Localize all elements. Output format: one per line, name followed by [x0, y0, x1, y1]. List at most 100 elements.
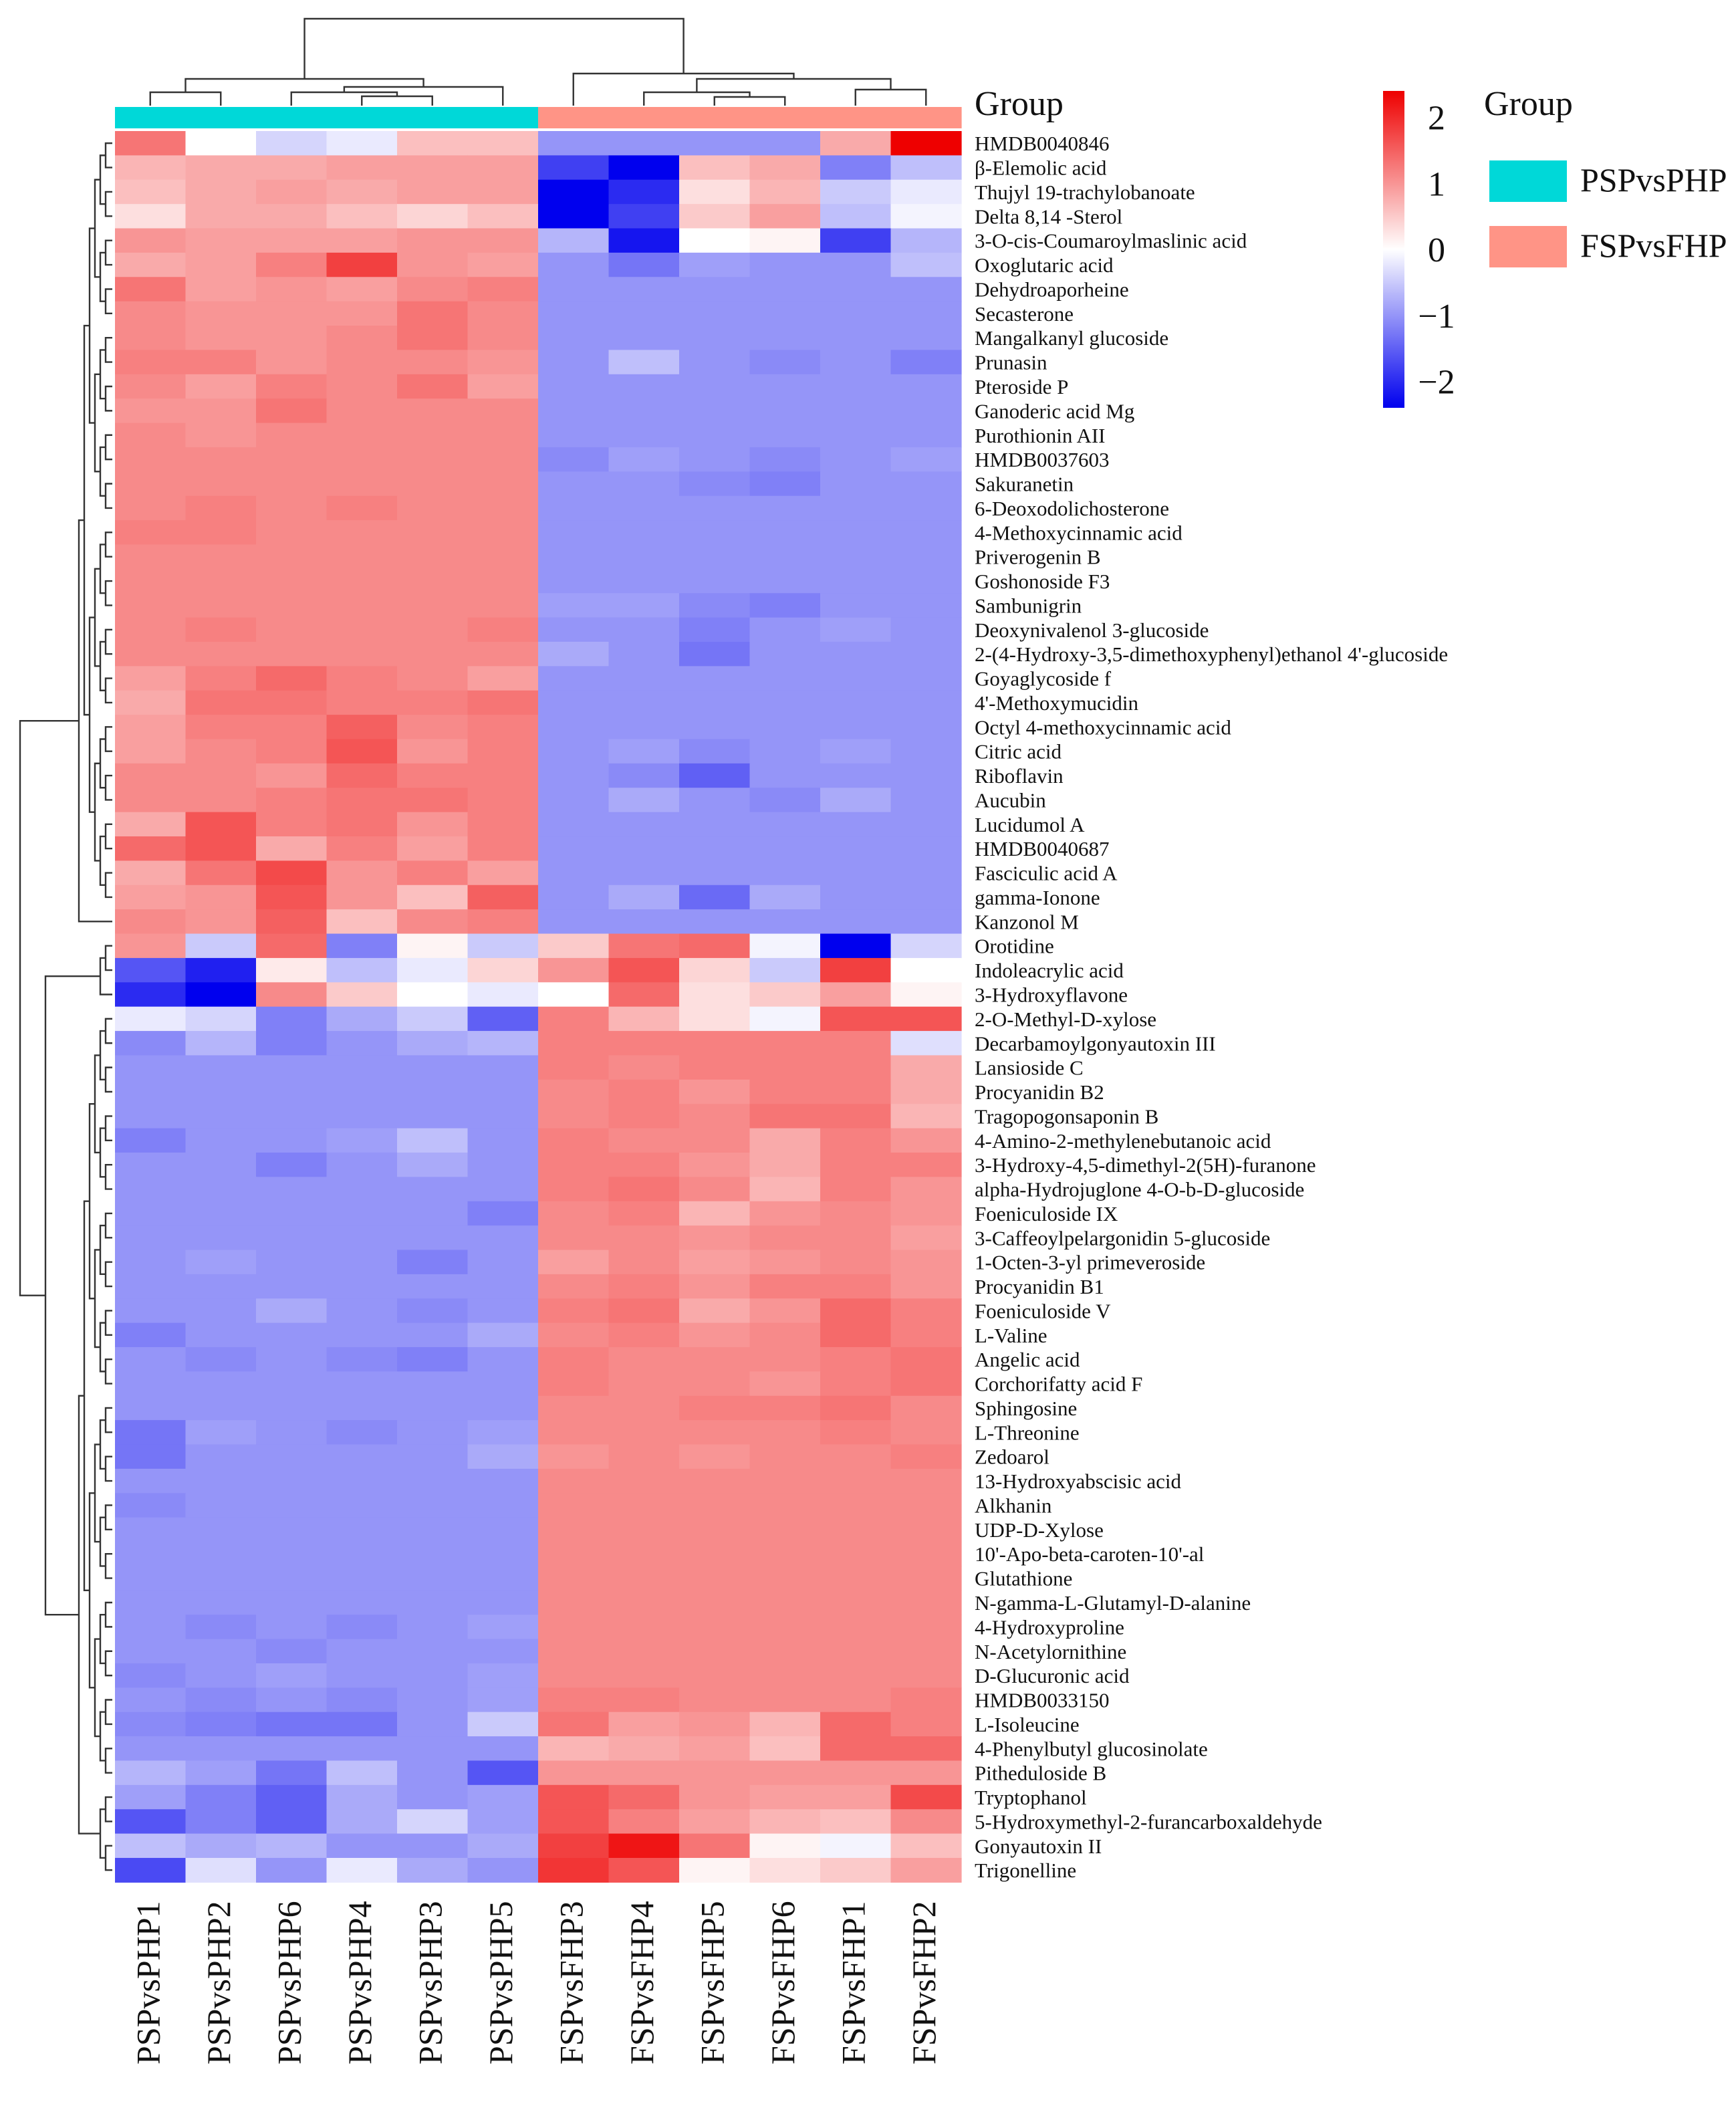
heatmap-cell — [115, 1566, 187, 1591]
heatmap-cell — [820, 326, 892, 351]
heatmap-cell — [890, 763, 962, 788]
heatmap-cell — [679, 1493, 751, 1518]
heatmap-cell — [679, 1833, 751, 1859]
heatmap-cell — [467, 788, 539, 813]
heatmap-cell — [608, 739, 680, 764]
heatmap-cell — [467, 301, 539, 326]
group-bar-cell — [538, 107, 610, 128]
heatmap-cell — [256, 423, 328, 448]
heatmap-cell — [538, 957, 610, 983]
row-label: Aucubin — [975, 788, 1046, 812]
heatmap-cell — [538, 204, 610, 229]
heatmap-cell — [749, 1663, 821, 1688]
heatmap-cell — [890, 1128, 962, 1153]
row-label: Foeniculoside V — [975, 1299, 1111, 1322]
heatmap-cell — [467, 1152, 539, 1177]
heatmap-cell — [185, 1542, 257, 1567]
heatmap-cell — [749, 1322, 821, 1348]
heatmap-cell — [749, 495, 821, 521]
heatmap-cell — [115, 1298, 187, 1324]
heatmap-cell — [820, 1784, 892, 1810]
heatmap-cell — [749, 1371, 821, 1397]
heatmap-cell — [115, 1590, 187, 1615]
heatmap-cell — [467, 641, 539, 667]
heatmap-cell — [326, 228, 398, 253]
heatmap-cell — [397, 544, 469, 570]
column-dendrogram-link — [184, 78, 424, 92]
heatmap-cell — [820, 471, 892, 497]
row-label: D-Glucuronic acid — [975, 1664, 1130, 1687]
heatmap-cell — [115, 179, 187, 205]
heatmap-cell — [397, 1760, 469, 1786]
heatmap-cell — [397, 1250, 469, 1275]
heatmap-cell — [115, 1079, 187, 1104]
heatmap-cell — [115, 1712, 187, 1737]
heatmap-cell — [749, 763, 821, 788]
heatmap-cell — [749, 1055, 821, 1080]
heatmap-cell — [185, 1055, 257, 1080]
heatmap-cell — [749, 1274, 821, 1299]
heatmap-cell — [256, 350, 328, 375]
heatmap-cell — [185, 1663, 257, 1688]
heatmap-cell — [115, 1225, 187, 1251]
heatmap-cell — [185, 1177, 257, 1202]
heatmap-cell — [115, 1493, 187, 1518]
heatmap-cell — [467, 204, 539, 229]
heatmap-cell — [890, 495, 962, 521]
row-label: Ganoderic acid Mg — [975, 399, 1134, 423]
heatmap-cell — [397, 1055, 469, 1080]
heatmap-cell — [820, 398, 892, 424]
heatmap-cell — [397, 666, 469, 691]
heatmap-cell — [538, 1615, 610, 1640]
heatmap-cell — [820, 982, 892, 1008]
heatmap-cell — [820, 1590, 892, 1615]
heatmap-cell — [679, 1542, 751, 1567]
heatmap-cell — [608, 1371, 680, 1397]
row-label: 4-Hydroxyproline — [975, 1615, 1124, 1639]
heatmap-cell — [397, 957, 469, 983]
heatmap-cell — [538, 666, 610, 691]
heatmap-cell — [256, 788, 328, 813]
heatmap-cell — [890, 1006, 962, 1032]
heatmap-cell — [467, 690, 539, 715]
colorbar-tick-label: −1 — [1418, 298, 1455, 336]
heatmap-cell — [326, 131, 398, 156]
heatmap-cell — [749, 1079, 821, 1104]
heatmap-cell — [467, 374, 539, 399]
heatmap-cell — [538, 1395, 610, 1421]
heatmap-cell — [749, 520, 821, 546]
heatmap-cell — [820, 1736, 892, 1762]
row-label: Lansioside C — [975, 1056, 1084, 1080]
heatmap-cell — [679, 1250, 751, 1275]
heatmap-cell — [397, 301, 469, 326]
heatmap-cell — [256, 1079, 328, 1104]
heatmap-cell — [185, 1760, 257, 1786]
heatmap-cell — [397, 1104, 469, 1129]
heatmap-cell — [608, 1128, 680, 1153]
heatmap-cell — [397, 447, 469, 472]
heatmap-cell — [397, 374, 469, 399]
heatmap-cell — [185, 1152, 257, 1177]
column-label: FSPvsFHP4 — [623, 1901, 660, 2065]
heatmap-cell — [820, 1298, 892, 1324]
row-label: Oxoglutaric acid — [975, 253, 1114, 277]
heatmap-cell — [467, 423, 539, 448]
heatmap-cell — [256, 1274, 328, 1299]
row-label: L-Threonine — [975, 1421, 1080, 1444]
heatmap-cell — [467, 1201, 539, 1226]
heatmap-cell — [608, 423, 680, 448]
heatmap-cell — [749, 982, 821, 1008]
heatmap-cell — [608, 1517, 680, 1542]
heatmap-cell — [538, 1590, 610, 1615]
heatmap-cell — [890, 739, 962, 764]
heatmap-cell — [608, 228, 680, 253]
heatmap-cell — [467, 1006, 539, 1032]
heatmap-cell — [185, 617, 257, 642]
heatmap-cell — [608, 1420, 680, 1445]
heatmap-cell — [679, 909, 751, 935]
heatmap-cell — [608, 933, 680, 959]
heatmap-cell — [679, 1639, 751, 1664]
heatmap-cell — [608, 1857, 680, 1883]
heatmap-cell — [749, 690, 821, 715]
heatmap-cell — [326, 690, 398, 715]
